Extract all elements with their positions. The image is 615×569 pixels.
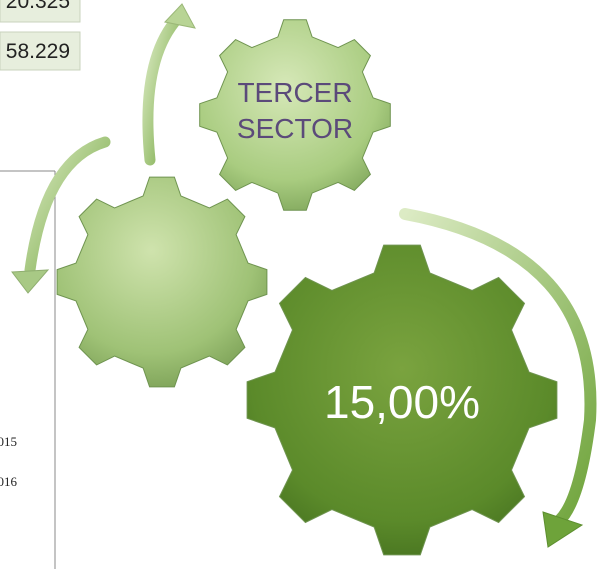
arrow [399, 208, 597, 526]
table-value: 58.229 [6, 40, 70, 63]
table-cell [0, 0, 81, 23]
arrow [142, 12, 184, 166]
gear-label-line: TERCER [237, 77, 352, 108]
arrow [24, 136, 111, 276]
arrowhead [11, 269, 50, 294]
gear-label: 15,00% [324, 376, 480, 428]
gear-label: TERCER SECTOR [237, 77, 353, 144]
table-cell [0, 31, 81, 71]
table-value: 20.325 [6, 0, 70, 13]
arrowhead [542, 511, 584, 548]
gear-label-line: SECTOR [237, 113, 353, 144]
arrowhead [164, 3, 196, 29]
legend-entry: 2015 [0, 434, 17, 449]
gear [246, 244, 558, 556]
legend-entry: 2016 [0, 474, 18, 489]
gear [199, 19, 391, 211]
gear [56, 176, 268, 388]
